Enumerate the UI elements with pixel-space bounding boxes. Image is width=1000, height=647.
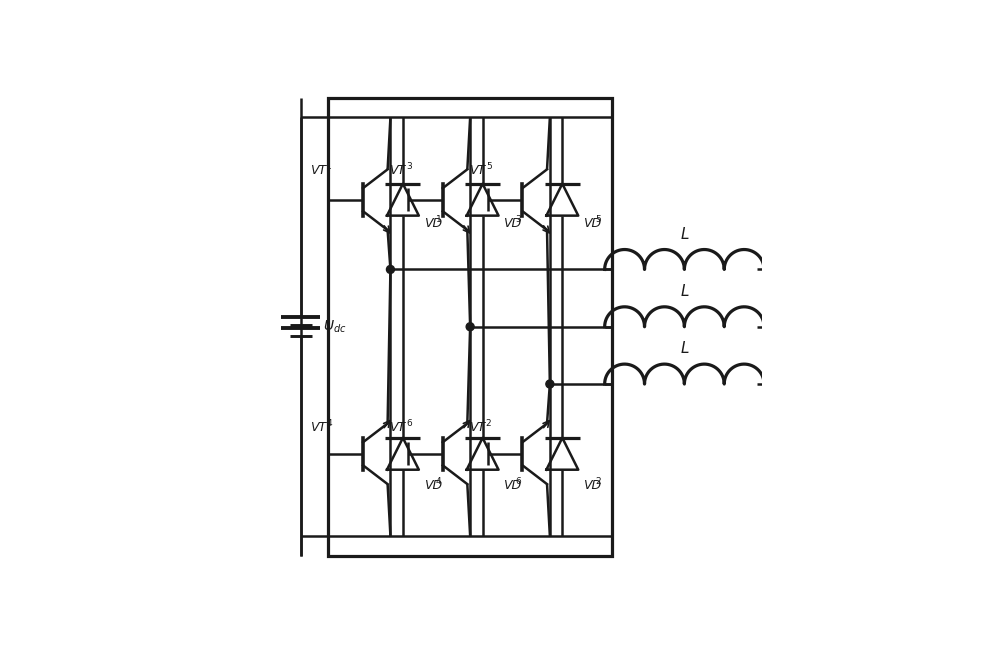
Text: 5: 5 — [486, 162, 492, 171]
Text: VD: VD — [424, 479, 442, 492]
Text: 1: 1 — [436, 215, 442, 224]
Text: VT: VT — [469, 164, 485, 177]
Text: L: L — [680, 341, 689, 356]
Circle shape — [546, 380, 554, 388]
Text: VD: VD — [503, 217, 521, 230]
Text: 6: 6 — [516, 477, 521, 486]
Text: 5: 5 — [595, 215, 601, 224]
Text: 4: 4 — [436, 477, 442, 486]
Text: 2: 2 — [595, 477, 601, 486]
Text: 3: 3 — [406, 162, 412, 171]
Text: VT: VT — [310, 421, 326, 434]
Text: VT: VT — [389, 164, 406, 177]
Text: VT: VT — [389, 421, 406, 434]
Text: $U_{dc}$: $U_{dc}$ — [323, 318, 347, 335]
Text: 2: 2 — [486, 419, 491, 428]
Text: VT: VT — [469, 421, 485, 434]
Text: L: L — [680, 284, 689, 299]
Text: VD: VD — [424, 217, 442, 230]
Text: 1: 1 — [326, 162, 332, 171]
Text: 4: 4 — [326, 419, 332, 428]
Text: 3: 3 — [516, 215, 521, 224]
Text: VD: VD — [503, 479, 521, 492]
Circle shape — [466, 323, 474, 331]
Text: 6: 6 — [406, 419, 412, 428]
Text: VD: VD — [583, 479, 601, 492]
Circle shape — [386, 265, 394, 274]
Text: VD: VD — [583, 217, 601, 230]
Text: L: L — [680, 226, 689, 241]
Bar — [328, 98, 612, 556]
Text: VT: VT — [310, 164, 326, 177]
